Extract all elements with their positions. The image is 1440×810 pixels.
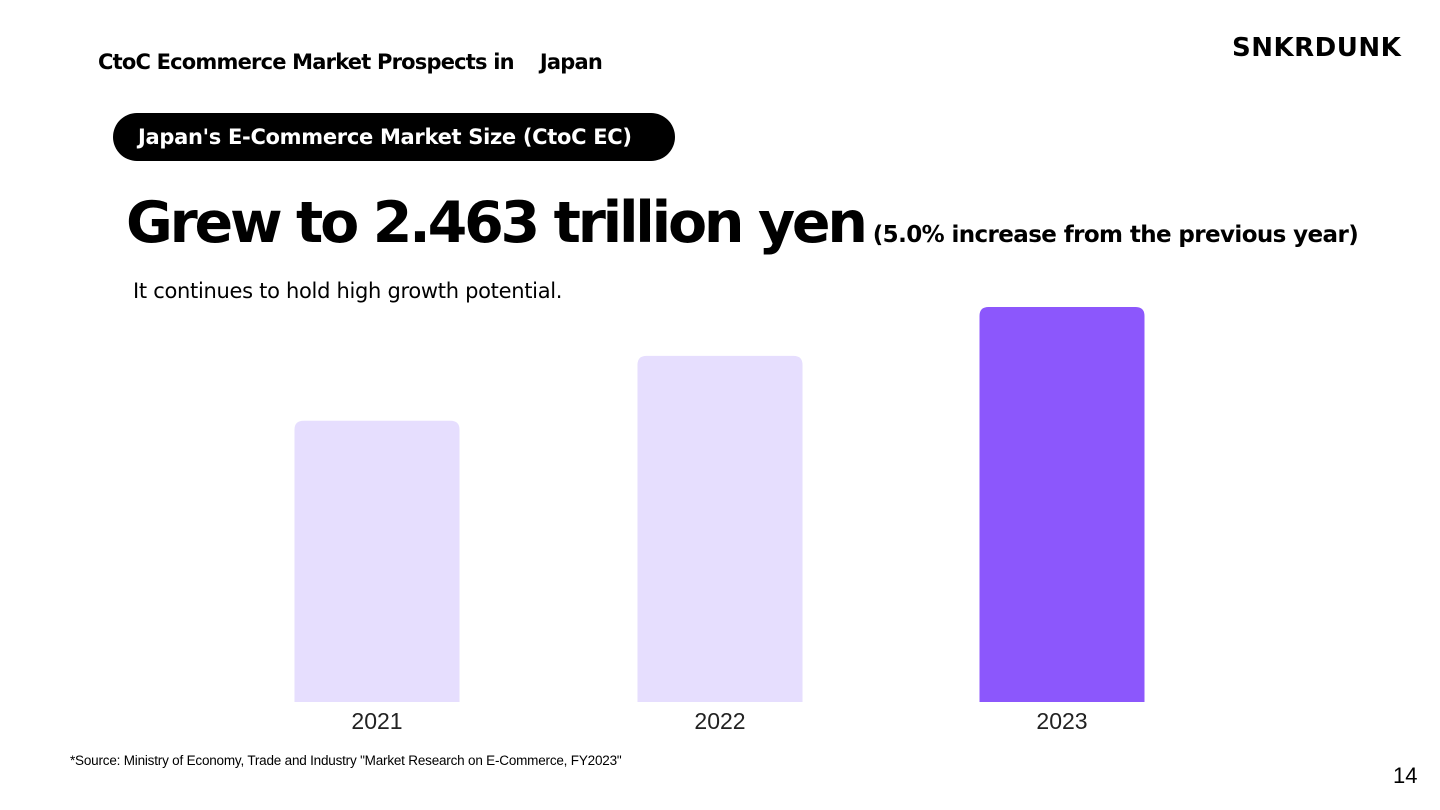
section-label-pill: Japan's E-Commerce Market Size (CtoC EC) [113, 113, 675, 161]
subtext: It continues to hold high growth potenti… [133, 279, 563, 303]
x-tick-label-2022: 2022 [694, 708, 745, 734]
headline: Grew to 2.463 trillion yen [126, 190, 868, 256]
page-number: 14 [1393, 763, 1418, 788]
bar-2023 [979, 307, 1145, 702]
headline-row: Grew to 2.463 trillion yen (5.0% increase… [126, 183, 1359, 263]
slide-title: CtoC Ecommerce Market Prospects in Japan [98, 50, 603, 74]
x-tick-label-2023: 2023 [1036, 708, 1087, 734]
x-tick-label-2021: 2021 [351, 708, 402, 734]
section-label: Japan's E-Commerce Market Size (CtoC EC) [138, 125, 632, 149]
bar-2022 [637, 355, 803, 702]
bar-2021 [294, 420, 460, 702]
source-note: *Source: Ministry of Economy, Trade and … [70, 753, 622, 768]
headline-note: (5.0% increase from the previous year) [872, 222, 1359, 248]
snkrdunk-logo: SNKRDUNK [1232, 33, 1402, 63]
